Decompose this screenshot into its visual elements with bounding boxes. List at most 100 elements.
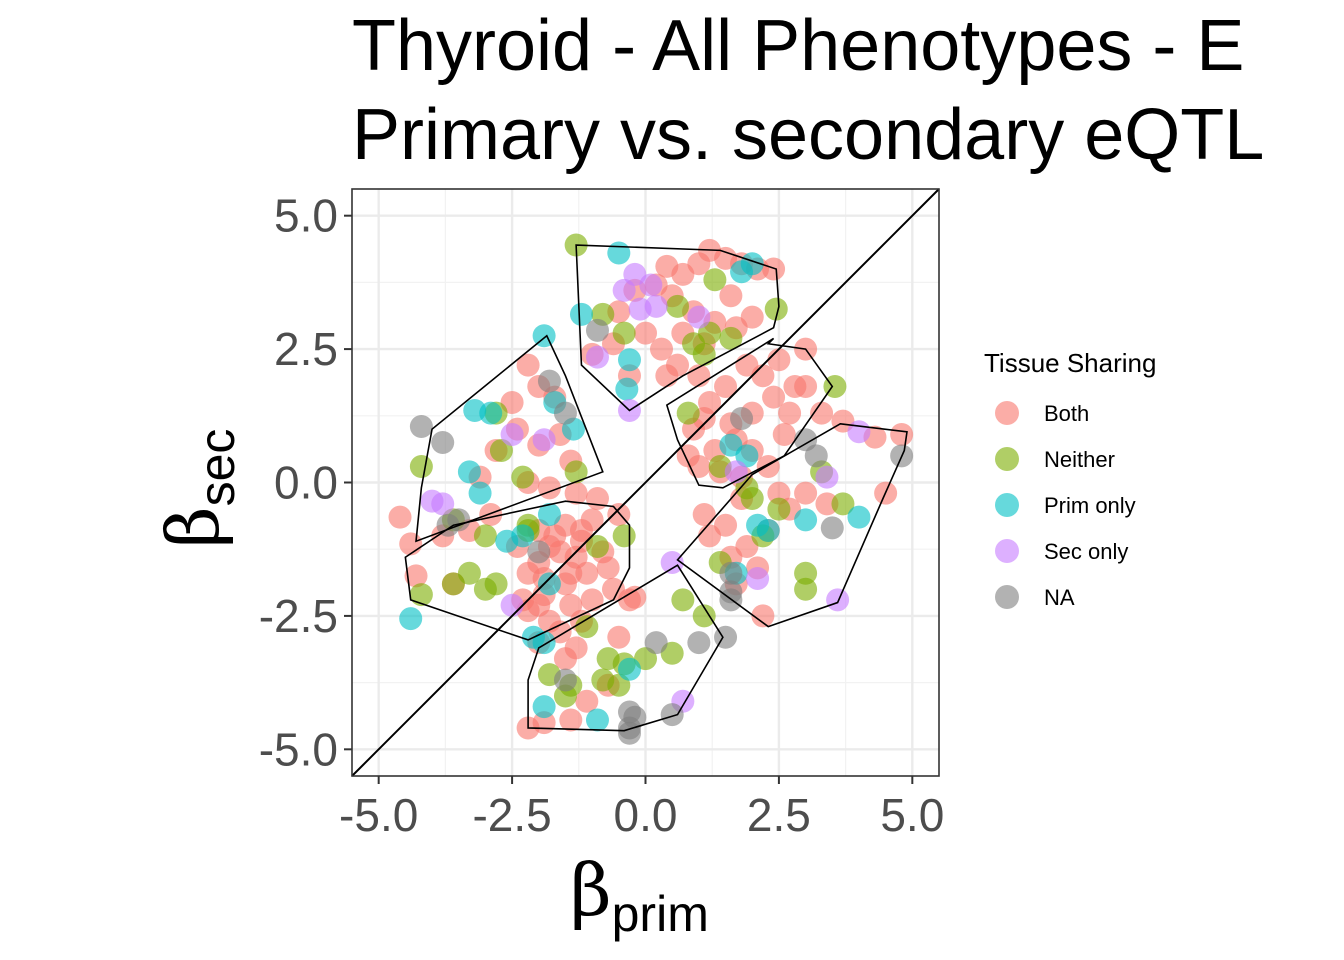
point-na [804,444,828,468]
point-neither [767,497,791,521]
point-na [719,561,743,585]
point-both [751,604,775,628]
point-na [553,401,577,425]
point-sec-only [628,297,652,321]
point-neither [612,524,636,548]
point-na [537,369,561,393]
point-prim-only [537,572,561,596]
point-both [564,481,588,505]
point-prim-only [794,508,818,532]
legend-label: Sec only [1044,539,1128,564]
point-na [687,631,711,655]
point-neither [692,342,716,366]
point-prim-only [617,657,641,681]
point-neither [612,321,636,345]
point-both [698,524,722,548]
point-both [623,585,647,609]
hull-outline [575,244,780,412]
point-both [569,519,593,543]
point-both [479,503,503,527]
point-sec-only [500,422,524,446]
point-both [687,252,711,276]
legend-label: NA [1044,585,1075,610]
point-na [623,705,647,729]
point-sec-only [660,551,684,575]
point-both [564,636,588,660]
point-both [655,364,679,388]
point-both [815,492,839,516]
point-prim-only [532,695,556,719]
point-sec-only [585,345,609,369]
legend-key [995,447,1019,471]
point-both [580,588,604,612]
legend-title: Tissue Sharing [984,348,1156,378]
point-both [740,305,764,329]
point-prim-only [740,252,764,276]
point-both [575,689,599,713]
hull-outline [404,500,631,641]
point-both [810,401,834,425]
point-neither [553,684,577,708]
point-sec-only [639,273,663,297]
x-tick-label: 5.0 [880,789,944,841]
point-sec-only [826,588,850,612]
point-na [585,318,609,342]
point-sec-only [746,567,770,591]
point-neither [703,268,727,292]
x-axis-ticks: -5.0 -2.5 0.0 2.5 5.0 [339,776,944,841]
y-tick-label: 0.0 [274,457,338,509]
point-both [559,708,583,732]
point-na [730,406,754,430]
point-neither [484,572,508,596]
data-points [388,233,914,745]
point-neither [409,454,433,478]
point-prim-only [756,519,780,543]
point-both [719,284,743,308]
point-both [404,564,428,588]
y-tick-label: -2.5 [259,590,338,642]
point-na [820,516,844,540]
point-both [714,374,738,398]
point-both [559,561,583,585]
legend-key [995,585,1019,609]
y-tick-label: -5.0 [259,723,338,775]
hull-outline [527,564,724,732]
y-axis-symbol: β [151,506,235,548]
point-sec-only [532,428,556,452]
legend-key [995,493,1019,517]
y-axis-title: βsec [151,429,245,548]
hull-outline [665,337,834,489]
point-sec-only [815,465,839,489]
point-prim-only [468,481,492,505]
y-axis-ticks: 5.0 2.5 0.0 -2.5 -5.0 [259,190,352,775]
point-prim-only [585,708,609,732]
point-both [596,556,620,580]
point-neither [564,460,588,484]
point-sec-only [612,278,636,302]
point-both [399,532,423,556]
point-neither [794,577,818,601]
legend-key [995,401,1019,425]
point-prim-only [569,302,593,326]
point-prim-only [532,631,556,655]
x-tick-label: 0.0 [614,789,678,841]
point-prim-only [457,460,481,484]
point-prim-only [479,401,503,425]
point-na [431,430,455,454]
x-tick-label: -2.5 [472,789,551,841]
point-neither [794,561,818,585]
legend: Tissue Sharing Both Neither Prim only Sec o… [984,348,1156,610]
point-both [783,374,807,398]
point-both [772,422,796,446]
point-sec-only [431,492,455,516]
point-na [527,540,551,564]
point-neither [585,535,609,559]
point-neither [511,465,535,489]
point-sec-only [687,305,711,329]
point-both [890,422,914,446]
point-neither [719,326,743,350]
point-both [607,625,631,649]
chart-title-line-1: Thyroid - All Phenotypes - E [352,6,1244,86]
point-neither [676,401,700,425]
y-tick-label: 2.5 [274,323,338,375]
